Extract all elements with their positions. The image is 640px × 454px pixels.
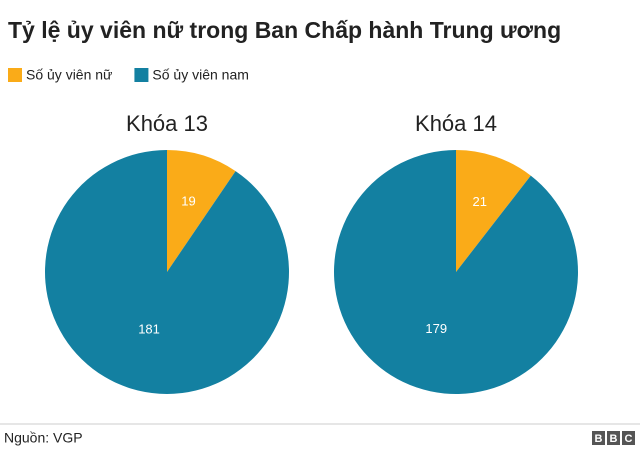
logo-box <box>607 431 620 445</box>
logo-letter: C <box>625 433 633 445</box>
data-label: 181 <box>138 322 160 337</box>
data-label: 19 <box>181 193 195 208</box>
chart-title: Tỷ lệ ủy viên nữ trong Ban Chấp hành Tru… <box>8 17 561 43</box>
source: Nguồn: VGP <box>4 430 83 446</box>
logo-box <box>592 431 605 445</box>
legend-swatch <box>134 68 149 82</box>
pie-slice <box>333 150 578 394</box>
pie-slice <box>456 150 531 272</box>
legend-swatch <box>8 68 22 82</box>
logo-letter: B <box>610 433 618 445</box>
logo: B B C <box>592 431 635 445</box>
legend-label: Số ủy viên nam <box>152 67 249 83</box>
data-label: 21 <box>472 194 486 209</box>
pie-title: Khóa 14 <box>415 111 497 136</box>
data-label: 179 <box>425 321 447 336</box>
pie-slice <box>44 150 290 394</box>
logo-box <box>622 431 635 445</box>
logo-letter: B <box>595 433 603 445</box>
pie-slice <box>167 150 236 272</box>
legend-label: Số ủy viên nữ <box>26 67 112 83</box>
pie-title: Khóa 13 <box>126 111 208 136</box>
